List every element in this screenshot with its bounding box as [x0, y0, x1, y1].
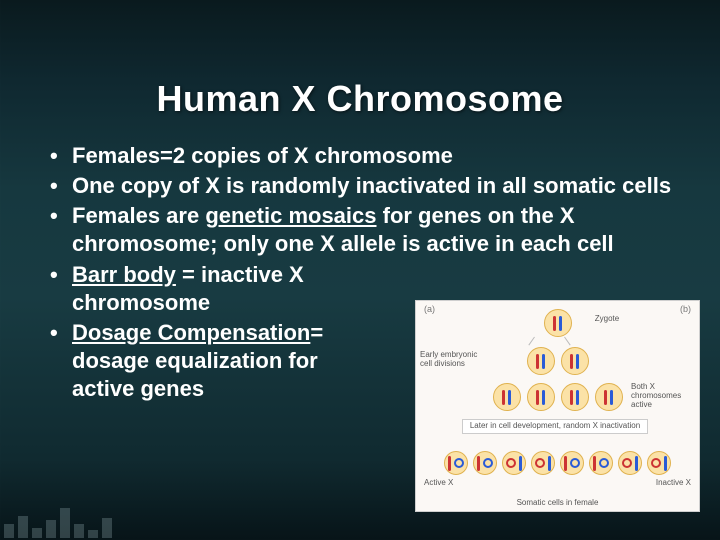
both-active-label: Both X chromosomes active — [631, 383, 695, 409]
bullet-text: One copy of X is randomly inactivated in… — [72, 173, 671, 198]
chromosome-red — [564, 456, 567, 471]
slide-title: Human X Chromosome — [0, 0, 720, 120]
cell — [527, 347, 555, 375]
bullet-item: Females=2 copies of X chromosome — [44, 142, 676, 170]
chromosome-blue — [664, 456, 667, 471]
cell — [561, 383, 589, 411]
chromosome-red — [553, 316, 556, 331]
bar — [60, 508, 70, 538]
connector — [528, 337, 535, 346]
bullet-item: One copy of X is randomly inactivated in… — [44, 172, 676, 200]
chromosome-blue — [519, 456, 522, 471]
chromosome-blue — [576, 354, 579, 369]
x-inactivation-diagram: (a) (b) Zygote Early embryonic cell divi… — [415, 300, 700, 512]
zygote-row — [416, 309, 699, 337]
early-label: Early embryonic cell divisions — [420, 351, 490, 369]
slide: Human X Chromosome Females=2 copies of X… — [0, 0, 720, 540]
bullet-text: Females=2 copies of X chromosome — [72, 143, 453, 168]
barr-body-blue — [483, 458, 493, 468]
somatic-cell — [502, 451, 526, 475]
bullet-underline: Barr body — [72, 262, 176, 287]
cell — [561, 347, 589, 375]
random-inactivation-label: Later in cell development, random X inac… — [462, 419, 648, 434]
barr-body-blue — [599, 458, 609, 468]
barr-body-red — [622, 458, 632, 468]
chromosome-red — [570, 354, 573, 369]
bar — [32, 528, 42, 538]
chromosome-blue — [635, 456, 638, 471]
somatic-cell — [647, 451, 671, 475]
cell — [493, 383, 521, 411]
chromosome-blue — [559, 316, 562, 331]
barr-body-blue — [570, 458, 580, 468]
barr-body-red — [506, 458, 516, 468]
somatic-cell — [473, 451, 497, 475]
bar — [74, 524, 84, 538]
bullet-prefix: Females are — [72, 203, 205, 228]
bar — [46, 520, 56, 538]
somatic-row — [424, 451, 691, 475]
cell — [595, 383, 623, 411]
chromosome-blue — [508, 390, 511, 405]
chromosome-blue — [576, 390, 579, 405]
chromosome-blue — [542, 354, 545, 369]
chromosome-red — [570, 390, 573, 405]
bullet-underline: genetic mosaics — [205, 203, 376, 228]
somatic-cell — [589, 451, 613, 475]
bullet-item: Barr body = inactive X chromosome — [44, 261, 364, 317]
chromosome-red — [536, 354, 539, 369]
barr-body-red — [651, 458, 661, 468]
chromosome-red — [448, 456, 451, 471]
bullet-item: Dosage Compensation= dosage equalization… — [44, 319, 364, 403]
chromosome-red — [604, 390, 607, 405]
chromosome-blue — [542, 390, 545, 405]
barr-body-blue — [454, 458, 464, 468]
zygote-label: Zygote — [584, 315, 630, 324]
chromosome-red — [502, 390, 505, 405]
bar — [18, 516, 28, 538]
chromosome-blue — [610, 390, 613, 405]
active-x-label: Active X — [424, 479, 453, 488]
bullet-underline: Dosage Compensation — [72, 320, 310, 345]
somatic-cell — [560, 451, 584, 475]
somatic-cell — [444, 451, 468, 475]
zygote-cell — [544, 309, 572, 337]
connector — [564, 337, 571, 346]
chromosome-red — [536, 390, 539, 405]
somatic-cell — [618, 451, 642, 475]
chromosome-red — [593, 456, 596, 471]
chromosome-red — [477, 456, 480, 471]
barr-body-red — [535, 458, 545, 468]
inactive-x-label: Inactive X — [656, 479, 691, 488]
chromosome-blue — [548, 456, 551, 471]
bullet-item: Females are genetic mosaics for genes on… — [44, 202, 676, 258]
cell — [527, 383, 555, 411]
somatic-cell — [531, 451, 555, 475]
bar — [4, 524, 14, 538]
bottom-bars — [0, 504, 720, 540]
bar — [88, 530, 98, 538]
bar — [102, 518, 112, 538]
